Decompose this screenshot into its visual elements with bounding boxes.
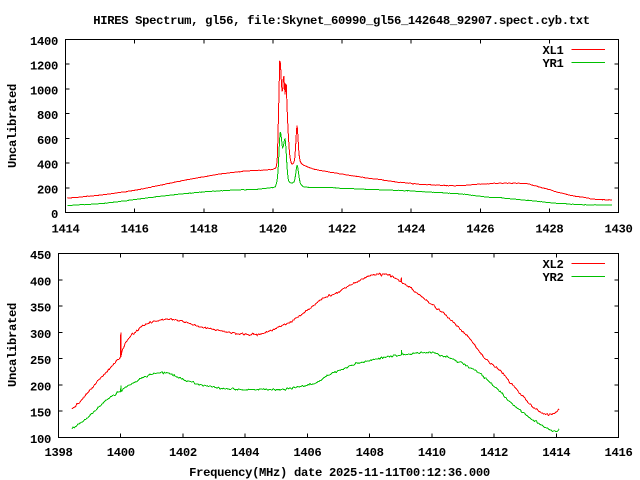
svg-text:300: 300 [30, 328, 51, 342]
svg-text:1410: 1410 [418, 446, 446, 460]
svg-text:0: 0 [51, 208, 58, 222]
svg-text:YR2: YR2 [543, 271, 564, 285]
svg-text:HIRES Spectrum, gl56, file:Sky: HIRES Spectrum, gl56, file:Skynet_60990_… [93, 14, 590, 28]
svg-text:Frequency(MHz) date 2025-11-11: Frequency(MHz) date 2025-11-11T00:12:36.… [189, 466, 490, 480]
svg-text:400: 400 [30, 275, 51, 289]
svg-text:1404: 1404 [231, 446, 259, 460]
svg-text:1402: 1402 [169, 446, 197, 460]
svg-text:1000: 1000 [30, 84, 58, 98]
svg-text:600: 600 [37, 134, 58, 148]
svg-text:XL2: XL2 [543, 258, 564, 272]
svg-text:1412: 1412 [480, 446, 508, 460]
svg-text:1420: 1420 [259, 223, 287, 237]
svg-text:1430: 1430 [605, 223, 633, 237]
svg-text:Uncalibrated: Uncalibrated [6, 303, 20, 387]
svg-text:1400: 1400 [30, 35, 58, 49]
svg-text:1398: 1398 [45, 446, 73, 460]
svg-text:200: 200 [37, 183, 58, 197]
svg-text:1400: 1400 [107, 446, 135, 460]
svg-text:1414: 1414 [52, 223, 80, 237]
svg-text:150: 150 [30, 407, 51, 421]
svg-text:1416: 1416 [121, 223, 149, 237]
svg-text:250: 250 [30, 354, 51, 368]
svg-text:1428: 1428 [535, 223, 563, 237]
svg-text:1422: 1422 [328, 223, 356, 237]
svg-text:1408: 1408 [356, 446, 384, 460]
svg-text:350: 350 [30, 302, 51, 316]
svg-text:1418: 1418 [190, 223, 218, 237]
svg-text:1426: 1426 [466, 223, 494, 237]
svg-text:1416: 1416 [605, 446, 633, 460]
svg-text:450: 450 [30, 249, 51, 263]
svg-text:YR1: YR1 [543, 57, 564, 71]
svg-text:Uncalibrated: Uncalibrated [6, 84, 20, 168]
svg-text:400: 400 [37, 159, 58, 173]
svg-text:800: 800 [37, 109, 58, 123]
svg-text:200: 200 [30, 380, 51, 394]
svg-text:XL1: XL1 [543, 44, 564, 58]
svg-text:1406: 1406 [293, 446, 321, 460]
svg-text:1200: 1200 [30, 60, 58, 74]
svg-text:1424: 1424 [397, 223, 425, 237]
svg-text:100: 100 [30, 433, 51, 447]
svg-text:1414: 1414 [542, 446, 570, 460]
